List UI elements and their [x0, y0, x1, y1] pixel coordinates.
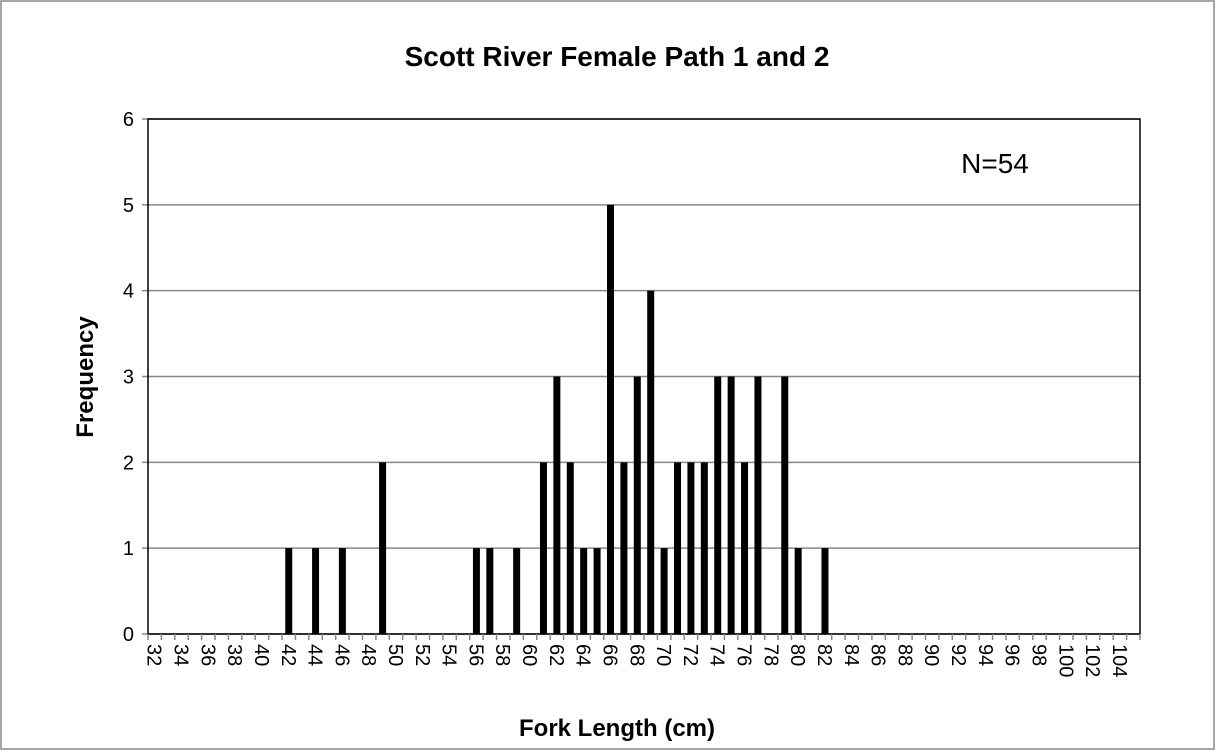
y-tick-label: 3 — [123, 367, 134, 389]
x-tick-label: 86 — [867, 644, 889, 666]
bar — [513, 548, 521, 634]
bar — [486, 548, 494, 634]
y-tick-label: 5 — [123, 195, 134, 217]
bar — [285, 548, 293, 634]
bar — [566, 462, 574, 634]
bar — [821, 548, 829, 634]
x-tick-label: 72 — [679, 644, 701, 666]
x-tick-label: 78 — [759, 644, 781, 666]
bar — [794, 548, 802, 634]
x-tick-label: 46 — [330, 644, 352, 666]
x-tick-label: 74 — [706, 644, 728, 666]
annotation: N=54 — [961, 148, 1029, 179]
x-tick-label: 36 — [196, 644, 218, 666]
bar — [553, 376, 561, 634]
x-tick-label: 50 — [384, 644, 406, 666]
bar — [714, 376, 722, 634]
x-tick-label: 88 — [893, 644, 915, 666]
x-tick-label: 32 — [143, 644, 165, 666]
bar — [647, 290, 655, 634]
x-tick-label: 52 — [411, 644, 433, 666]
y-tick-label: 6 — [123, 109, 134, 131]
bar — [660, 548, 668, 634]
bar — [633, 376, 641, 634]
bar — [606, 204, 614, 635]
bar — [754, 376, 762, 634]
bar — [781, 376, 789, 634]
x-tick-label: 38 — [223, 644, 245, 666]
x-tick-label: 54 — [438, 644, 460, 666]
bar — [687, 462, 695, 634]
y-tick-label: 0 — [123, 624, 134, 646]
y-tick-label: 1 — [123, 538, 134, 560]
x-tick-label: 58 — [491, 644, 513, 666]
x-tick-label: 68 — [625, 644, 647, 666]
bar — [379, 462, 387, 634]
x-tick-label: 70 — [652, 644, 674, 666]
x-axis-label: Fork Length (cm) — [519, 715, 715, 742]
x-tick-label: 96 — [1001, 644, 1023, 666]
x-tick-label: 82 — [813, 644, 835, 666]
y-axis-label: Frequency — [72, 316, 99, 438]
x-tick-label: 98 — [1027, 644, 1049, 666]
x-tick-label: 40 — [250, 644, 272, 666]
x-tick-label: 34 — [170, 644, 192, 666]
x-tick-label: 102 — [1081, 644, 1103, 677]
bar — [727, 376, 735, 634]
y-tick-label: 4 — [123, 281, 134, 303]
x-tick-label: 44 — [304, 644, 326, 666]
x-tick-label: 64 — [572, 644, 594, 666]
x-tick-label: 60 — [518, 644, 540, 666]
x-tick-label: 92 — [947, 644, 969, 666]
bar — [620, 462, 628, 634]
bar — [539, 462, 547, 634]
bar — [312, 548, 320, 634]
bar — [593, 548, 601, 634]
x-tick-label: 90 — [920, 644, 942, 666]
chart-title: Scott River Female Path 1 and 2 — [405, 41, 830, 72]
x-tick-label: 56 — [464, 644, 486, 666]
x-tick-label: 100 — [1054, 644, 1076, 677]
bar — [580, 548, 588, 634]
bar — [674, 462, 682, 634]
y-tick-label: 2 — [123, 452, 134, 474]
x-tick-label: 66 — [598, 644, 620, 666]
x-tick-label: 76 — [733, 644, 755, 666]
x-tick-label: 48 — [357, 644, 379, 666]
bar — [741, 462, 749, 634]
x-tick-label: 80 — [786, 644, 808, 666]
x-tick-label: 94 — [974, 644, 996, 666]
x-tick-label: 42 — [277, 644, 299, 666]
bar — [338, 548, 346, 634]
bar — [700, 462, 708, 634]
bar — [472, 548, 480, 634]
x-tick-label: 62 — [545, 644, 567, 666]
x-tick-label: 104 — [1108, 644, 1130, 677]
x-tick-label: 84 — [840, 644, 862, 666]
